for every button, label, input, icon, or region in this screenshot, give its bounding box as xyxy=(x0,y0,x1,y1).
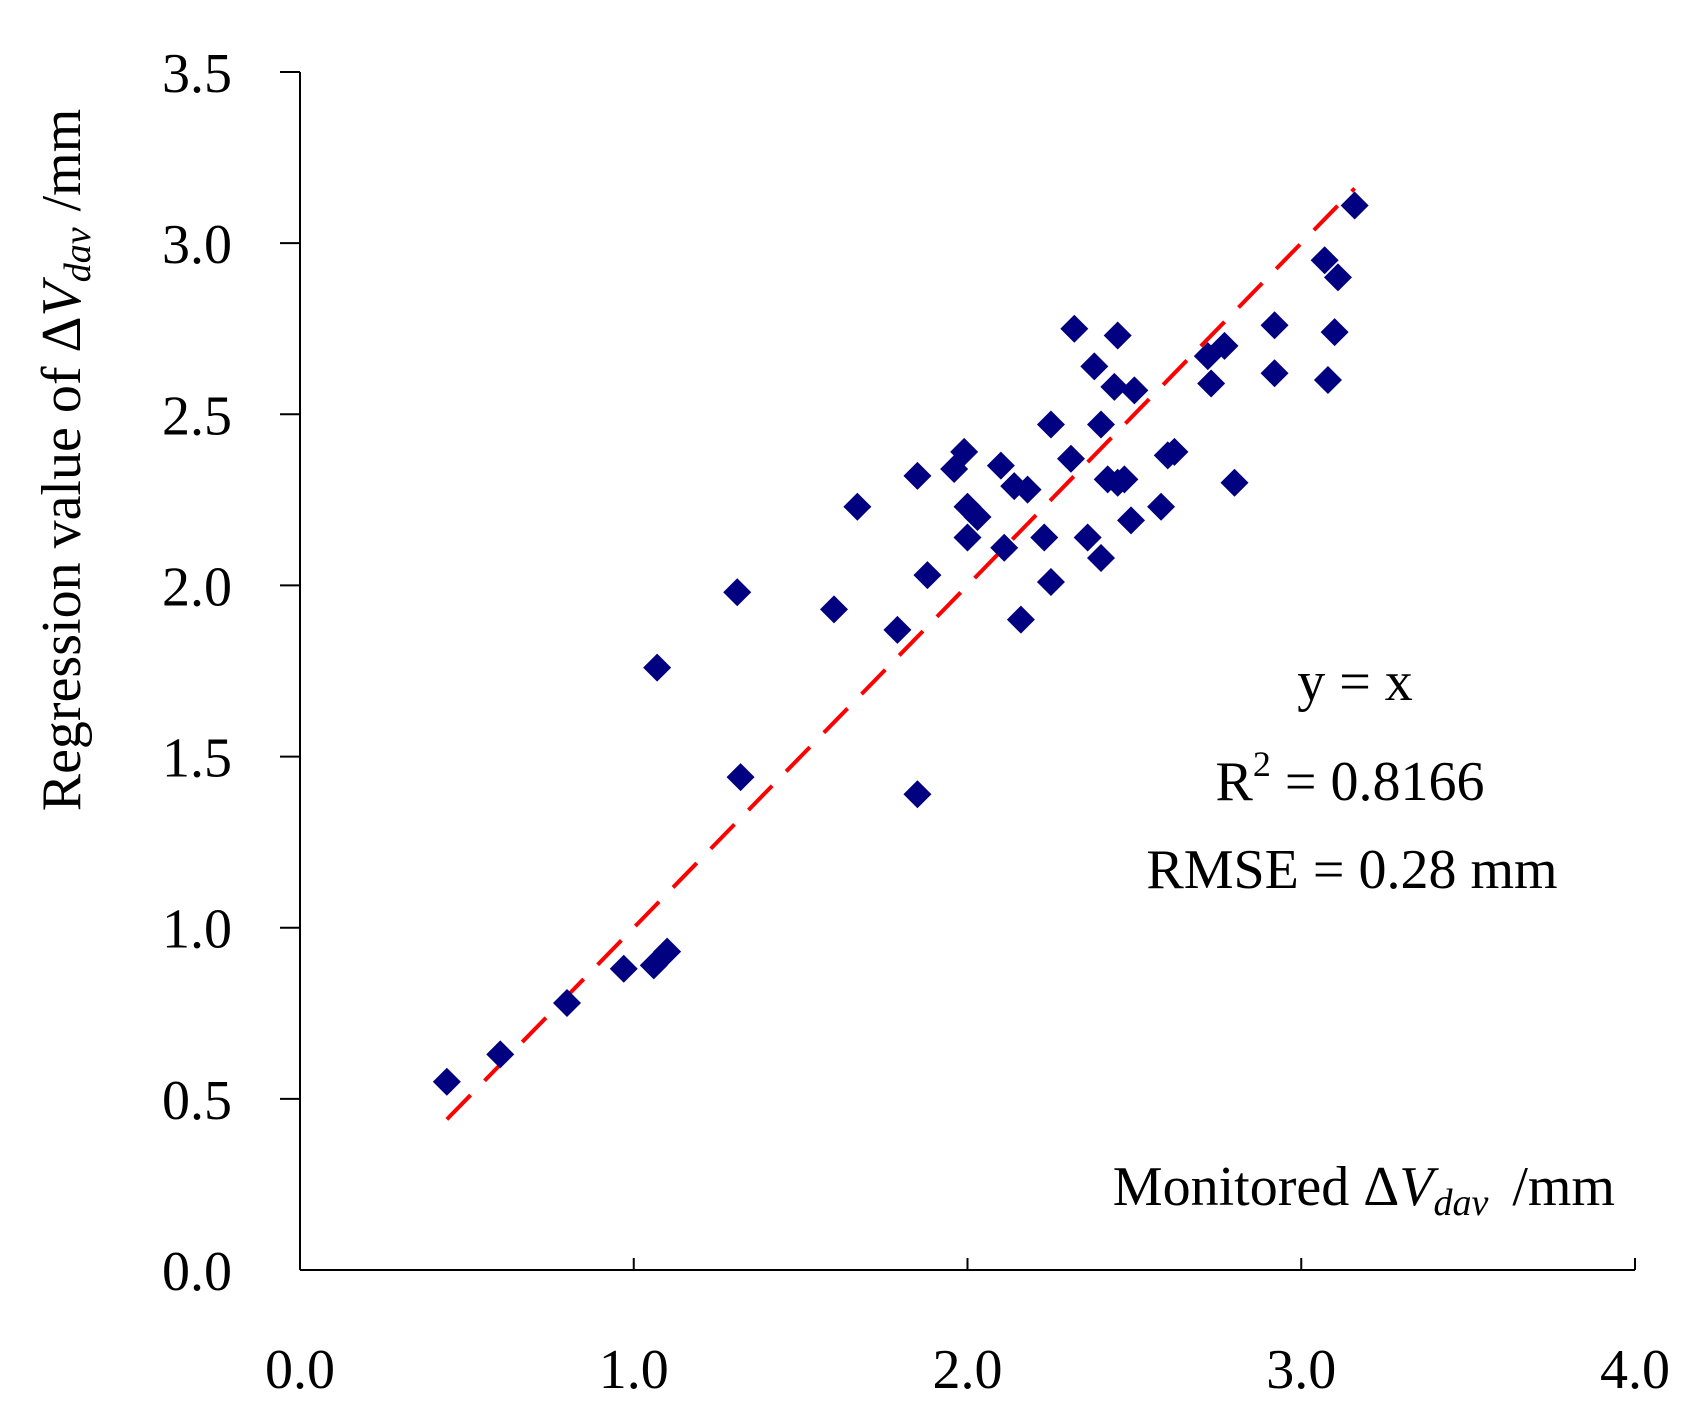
reference-line-y-equals-x xyxy=(445,186,1357,1121)
data-point xyxy=(1100,372,1129,401)
data-point xyxy=(986,451,1015,480)
x-tick-label: 2.0 xyxy=(933,1339,1003,1401)
data-point xyxy=(1210,331,1239,360)
y-ticks: 0.0 0.5 1.0 1.5 2.0 2.5 3.0 3.5 xyxy=(162,43,300,1303)
data-point xyxy=(903,780,932,809)
x-tick-label: 4.0 xyxy=(1600,1339,1670,1401)
data-point xyxy=(1013,475,1042,504)
data-point xyxy=(726,763,755,792)
x-axis-label-var: V xyxy=(1399,1156,1439,1218)
data-point xyxy=(820,595,848,624)
data-point xyxy=(1260,311,1289,340)
data-point xyxy=(1103,321,1132,350)
data-point xyxy=(723,578,752,607)
x-axis-label-delta: Δ xyxy=(1363,1156,1399,1218)
y-tick-label: 1.0 xyxy=(162,899,232,961)
data-point xyxy=(883,615,912,644)
data-point xyxy=(963,502,992,531)
data-point xyxy=(953,492,982,521)
data-point xyxy=(903,461,932,490)
y-axis-label-delta: Δ xyxy=(31,316,93,352)
data-point xyxy=(1197,369,1226,398)
data-point xyxy=(1320,318,1349,347)
data-point xyxy=(1260,359,1289,388)
data-point xyxy=(843,492,872,521)
y-tick-label: 3.5 xyxy=(162,43,232,105)
equation-annotation: y = x xyxy=(1297,651,1413,713)
data-points xyxy=(432,191,1369,1096)
y-axis-label-var: V xyxy=(31,276,93,316)
data-point xyxy=(553,989,581,1018)
data-point xyxy=(1323,263,1352,292)
data-point xyxy=(913,561,942,590)
data-point xyxy=(1120,376,1149,405)
x-axis-label-sub: dav xyxy=(1433,1182,1488,1224)
y-axis-label-prefix: Regression value of xyxy=(31,353,93,812)
data-point xyxy=(1073,523,1102,552)
data-point xyxy=(1036,568,1065,597)
x-axis-label: Monitored ΔVdav/mm xyxy=(1113,1156,1615,1224)
y-tick-label: 1.5 xyxy=(162,728,232,790)
data-point xyxy=(1110,465,1139,494)
x-axis-label-prefix: Monitored xyxy=(1113,1156,1363,1218)
data-point xyxy=(1340,191,1369,220)
data-point xyxy=(1036,410,1065,439)
data-point xyxy=(432,1067,461,1096)
data-point xyxy=(1313,366,1342,395)
data-point xyxy=(643,653,672,682)
x-axis-label-unit: /mm xyxy=(1512,1156,1615,1218)
data-point xyxy=(1147,492,1176,521)
x-tick-label: 3.0 xyxy=(1266,1339,1336,1401)
y-axis-label-sub: dav xyxy=(57,227,99,282)
x-ticks: 0.0 1.0 2.0 3.0 4.0 xyxy=(265,1258,1670,1401)
y-axis-label: Regression value of ΔVdav/mm xyxy=(31,109,99,812)
y-axis-label-unit: /mm xyxy=(31,109,93,212)
y-tick-label: 2.0 xyxy=(162,556,232,618)
data-point xyxy=(1117,506,1146,535)
data-point xyxy=(609,954,638,983)
data-point xyxy=(1087,410,1115,439)
reference-line-group xyxy=(445,186,1357,1121)
data-point xyxy=(990,533,1019,562)
x-tick-label: 0.0 xyxy=(265,1339,335,1401)
data-point xyxy=(1030,523,1059,552)
data-point xyxy=(653,937,682,966)
data-point xyxy=(1160,437,1189,466)
r-squared-annotation: R2 = 0.8166 xyxy=(1216,744,1485,813)
rmse-annotation: RMSE = 0.28 mm xyxy=(1146,839,1557,901)
data-point xyxy=(1006,605,1035,634)
y-tick-label: 0.5 xyxy=(162,1070,232,1132)
y-tick-label: 3.0 xyxy=(162,214,232,276)
data-point xyxy=(1060,314,1089,343)
data-point xyxy=(1056,444,1085,473)
data-point xyxy=(1087,544,1115,573)
y-tick-label: 0.0 xyxy=(162,1241,232,1303)
x-tick-label: 1.0 xyxy=(599,1339,669,1401)
r-squared-label: R xyxy=(1216,751,1254,813)
data-point xyxy=(1080,352,1109,381)
y-tick-label: 2.5 xyxy=(162,385,232,447)
data-point xyxy=(950,437,979,466)
data-point xyxy=(953,523,982,552)
r-squared-value: = 0.8166 xyxy=(1271,751,1485,813)
axes xyxy=(299,72,1635,1271)
data-point xyxy=(1310,246,1339,275)
data-point xyxy=(1220,468,1249,497)
data-point xyxy=(486,1040,515,1069)
r-squared-superscript: 2 xyxy=(1253,744,1271,784)
